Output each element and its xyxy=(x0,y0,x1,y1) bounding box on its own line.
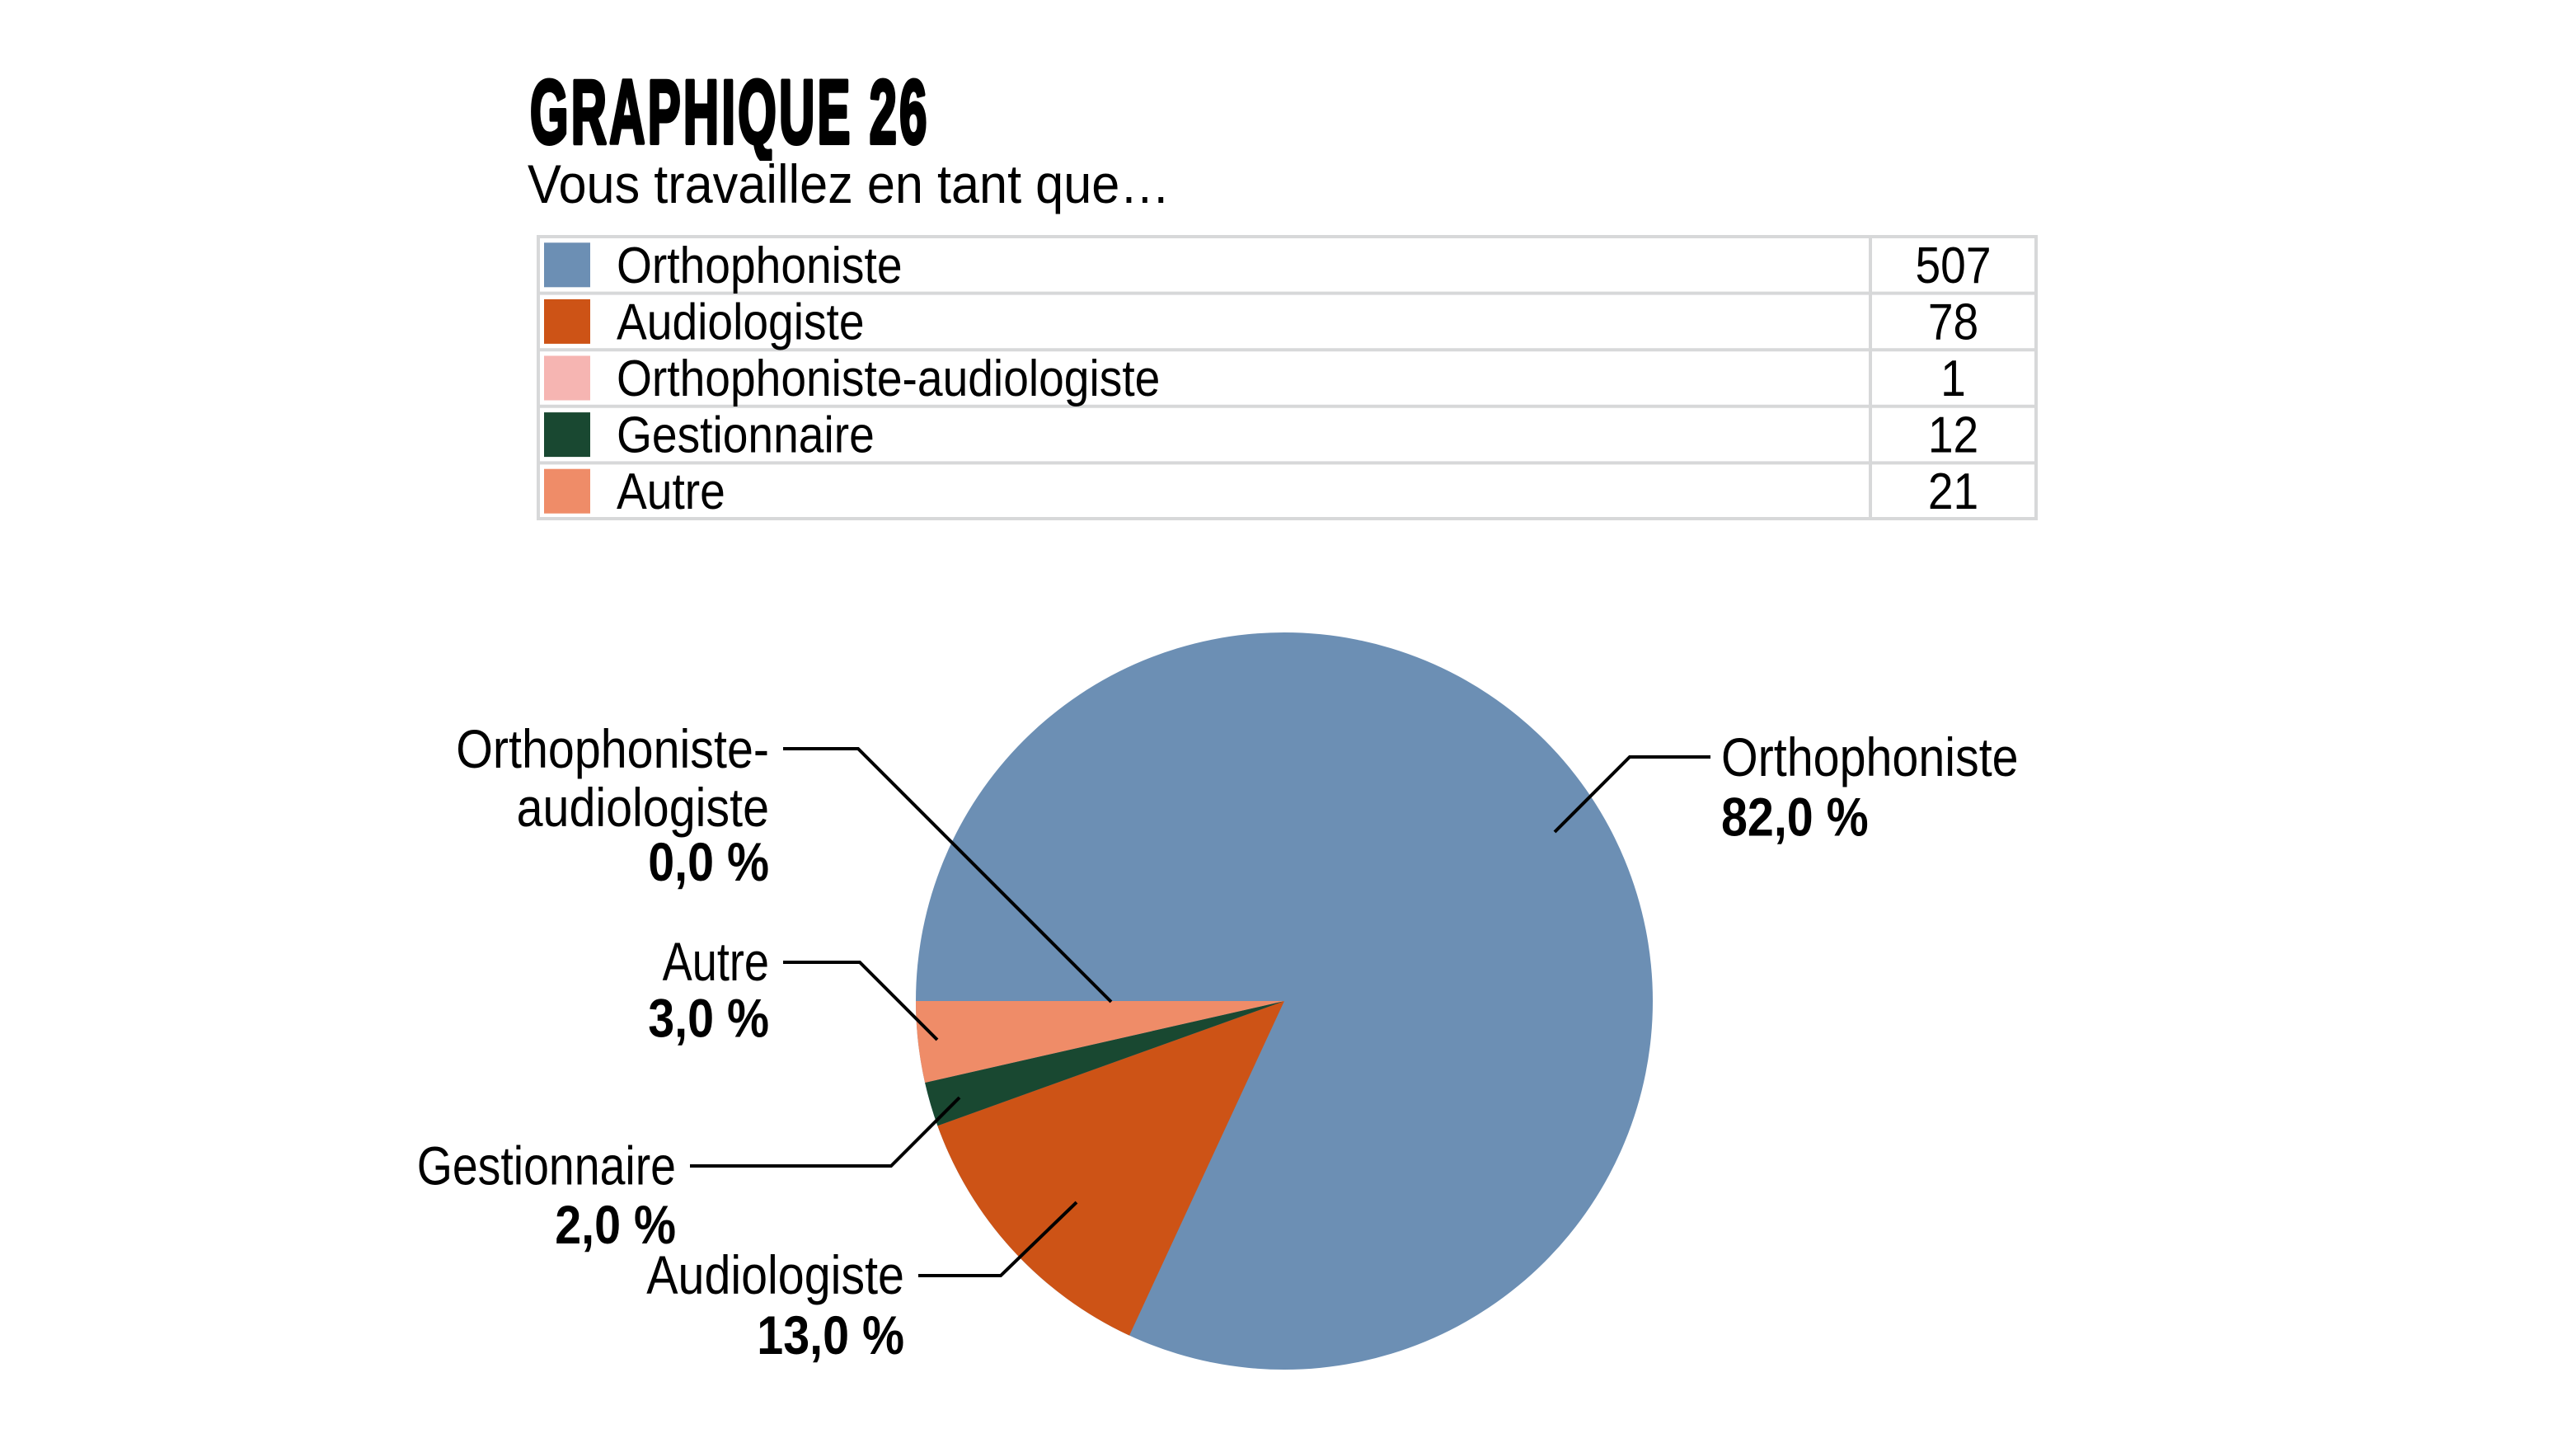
svg-text:Vous travaillez en tant que…: Vous travaillez en tant que… xyxy=(528,154,1171,215)
svg-text:21: 21 xyxy=(1928,463,1978,520)
svg-text:Autre: Autre xyxy=(663,931,769,992)
svg-text:507: 507 xyxy=(1915,237,1991,294)
svg-text:Orthophoniste-: Orthophoniste- xyxy=(456,719,769,780)
svg-text:Gestionnaire: Gestionnaire xyxy=(417,1135,676,1196)
svg-text:Orthophoniste-audiologiste: Orthophoniste-audiologiste xyxy=(617,350,1160,407)
svg-text:Audiologiste: Audiologiste xyxy=(617,294,865,350)
svg-text:Autre: Autre xyxy=(617,463,725,520)
svg-text:0,0 %: 0,0 % xyxy=(648,832,769,893)
svg-text:Audiologiste: Audiologiste xyxy=(646,1245,904,1306)
svg-text:Orthophoniste: Orthophoniste xyxy=(1721,727,2019,788)
svg-text:Gestionnaire: Gestionnaire xyxy=(617,407,875,464)
svg-text:82,0 %: 82,0 % xyxy=(1721,787,1869,848)
svg-text:GRAPHIQUE 26: GRAPHIQUE 26 xyxy=(530,61,930,162)
svg-text:78: 78 xyxy=(1928,294,1978,350)
svg-text:13,0 %: 13,0 % xyxy=(757,1305,904,1366)
svg-text:1: 1 xyxy=(1940,350,1966,407)
svg-text:2,0 %: 2,0 % xyxy=(555,1195,676,1256)
svg-text:Orthophoniste: Orthophoniste xyxy=(617,237,903,294)
svg-text:audiologiste: audiologiste xyxy=(517,778,769,839)
svg-text:3,0 %: 3,0 % xyxy=(648,989,769,1050)
svg-text:12: 12 xyxy=(1928,407,1978,464)
